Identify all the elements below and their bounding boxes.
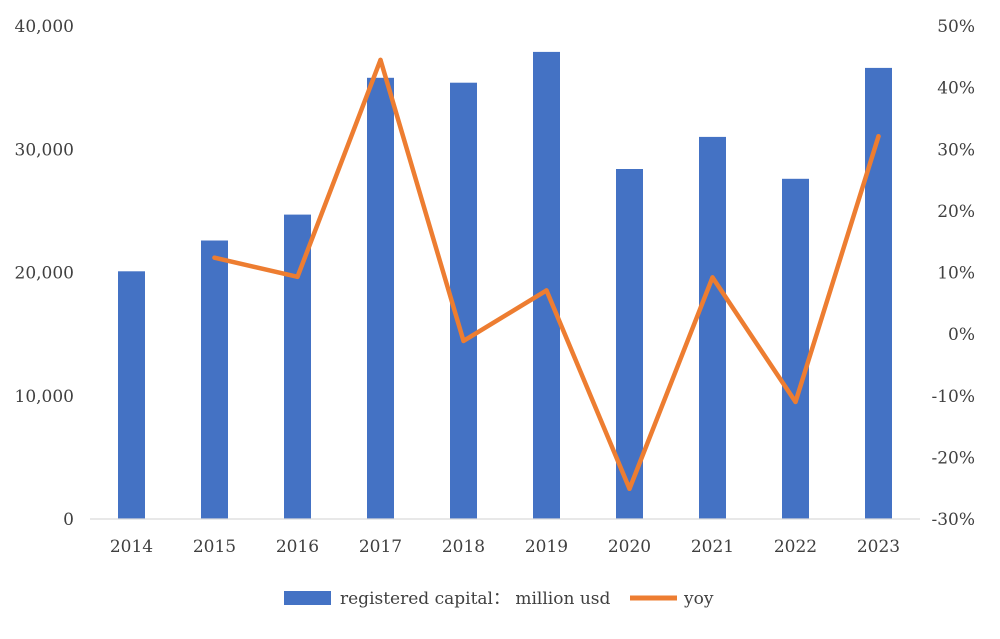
bar-2015 — [201, 240, 228, 519]
right-tick-label: 10% — [937, 264, 975, 284]
right-tick-label: 20% — [937, 202, 975, 222]
line-series — [212, 57, 881, 492]
bar-2022 — [782, 178, 809, 520]
yoy-point-2017 — [378, 57, 383, 63]
right-tick-label: 50% — [937, 17, 975, 37]
left-tick-label: 0 — [63, 510, 74, 530]
x-tick-label: 2016 — [276, 537, 319, 557]
bar-2014 — [118, 271, 145, 519]
left-tick-label: 40,000 — [15, 17, 74, 37]
x-tick-label: 2022 — [774, 537, 817, 557]
bar-2021 — [699, 136, 726, 519]
right-tick-label: 30% — [937, 140, 975, 160]
right-tick-label: -30% — [931, 510, 975, 530]
bar-series — [118, 51, 892, 520]
x-tick-label: 2014 — [110, 537, 153, 557]
right-tick-label: -10% — [931, 387, 975, 407]
legend-label-line: yoy — [683, 589, 714, 609]
x-tick-label: 2019 — [525, 537, 568, 557]
left-tick-label: 10,000 — [15, 387, 74, 407]
yoy-point-2018 — [461, 338, 466, 344]
yoy-point-2023 — [876, 134, 881, 139]
legend: registered capital： million usd yoy — [284, 589, 714, 609]
bar-2017 — [367, 77, 394, 520]
yoy-point-2022 — [793, 399, 798, 405]
x-tick-label: 2015 — [193, 537, 236, 557]
yoy-point-2020 — [627, 486, 632, 491]
yoy-point-2019 — [544, 288, 549, 293]
right-tick-label: -20% — [931, 448, 975, 468]
x-axis-ticks: 2014 2015 2016 2017 2018 2019 2020 2021 2022 2023 — [110, 537, 900, 557]
x-tick-label: 2018 — [442, 537, 485, 557]
bar-2019 — [533, 51, 560, 520]
left-tick-label: 20,000 — [15, 264, 74, 284]
x-tick-label: 2017 — [359, 537, 402, 557]
right-tick-label: 0% — [948, 325, 975, 345]
x-tick-label: 2020 — [608, 537, 651, 557]
bar-2016 — [284, 214, 311, 519]
x-tick-label: 2021 — [691, 537, 734, 557]
x-tick-label: 2023 — [857, 537, 900, 557]
legend-swatch-bar — [284, 591, 331, 605]
yoy-point-2015 — [212, 255, 217, 260]
right-axis-ticks: -30% -20% -10% 0% 10% 20% 30% 40% 50% — [931, 17, 975, 530]
left-tick-label: 30,000 — [15, 140, 74, 160]
bar-2018 — [450, 82, 477, 519]
yoy-point-2016 — [295, 274, 300, 279]
right-tick-label: 40% — [937, 79, 975, 99]
left-axis-ticks: 0 10,000 20,000 30,000 40,000 — [15, 17, 74, 530]
legend-label-bar: registered capital： million usd — [340, 589, 611, 609]
yoy-point-2021 — [710, 275, 715, 280]
